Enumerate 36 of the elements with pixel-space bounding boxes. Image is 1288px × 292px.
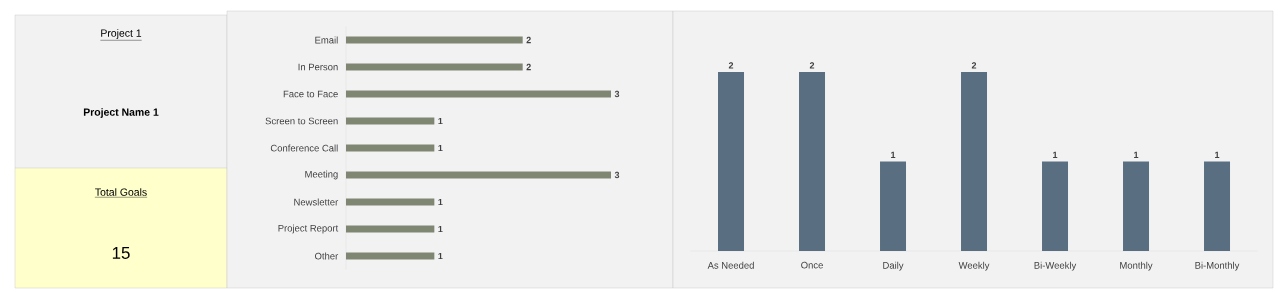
x-tick-label: Bi-Weekly: [1034, 261, 1077, 271]
y-tick-label: Meeting: [305, 170, 338, 180]
y-tick-label: Newsletter: [294, 198, 339, 206]
data-label: 1: [438, 198, 443, 206]
y-tick-label: In Person: [298, 63, 338, 71]
y-tick-label: Conference Call: [270, 144, 338, 152]
y-tick-label: Project Report: [278, 224, 339, 234]
data-label: 1: [438, 117, 443, 125]
text: Project Name 1: [83, 108, 159, 118]
x-tick-label: Weekly: [958, 261, 990, 271]
x-tick-label: As Needed: [707, 261, 754, 269]
data-label: 3: [614, 90, 620, 98]
data-label: 1: [438, 144, 443, 152]
data-label: 1: [1053, 151, 1058, 158]
data-label: 2: [526, 63, 531, 71]
y-tick-label: Other: [315, 252, 339, 260]
y-tick-label: Screen to Screen: [265, 117, 338, 125]
x-tick-label: Once: [801, 261, 823, 269]
data-label: 1: [438, 225, 443, 233]
data-label: 2: [526, 36, 531, 44]
text: Project 1: [101, 29, 142, 39]
data-label: 2: [809, 62, 815, 69]
y-tick-label: Email: [315, 36, 338, 44]
x-tick-label: Daily: [883, 261, 904, 271]
data-label: 2: [728, 62, 734, 69]
data-label: 1: [891, 151, 896, 158]
data-label: 1: [1215, 151, 1220, 158]
data-label: 1: [438, 252, 443, 260]
data-label: 3: [614, 171, 620, 179]
text: Total Goals: [95, 188, 147, 196]
y-tick-label: Face to Face: [283, 90, 338, 98]
data-label: 1: [1134, 151, 1139, 158]
text: 15: [112, 247, 130, 259]
x-tick-label: Bi-Monthly: [1195, 261, 1240, 271]
x-tick-label: Monthly: [1120, 261, 1153, 271]
data-label: 2: [971, 62, 977, 69]
